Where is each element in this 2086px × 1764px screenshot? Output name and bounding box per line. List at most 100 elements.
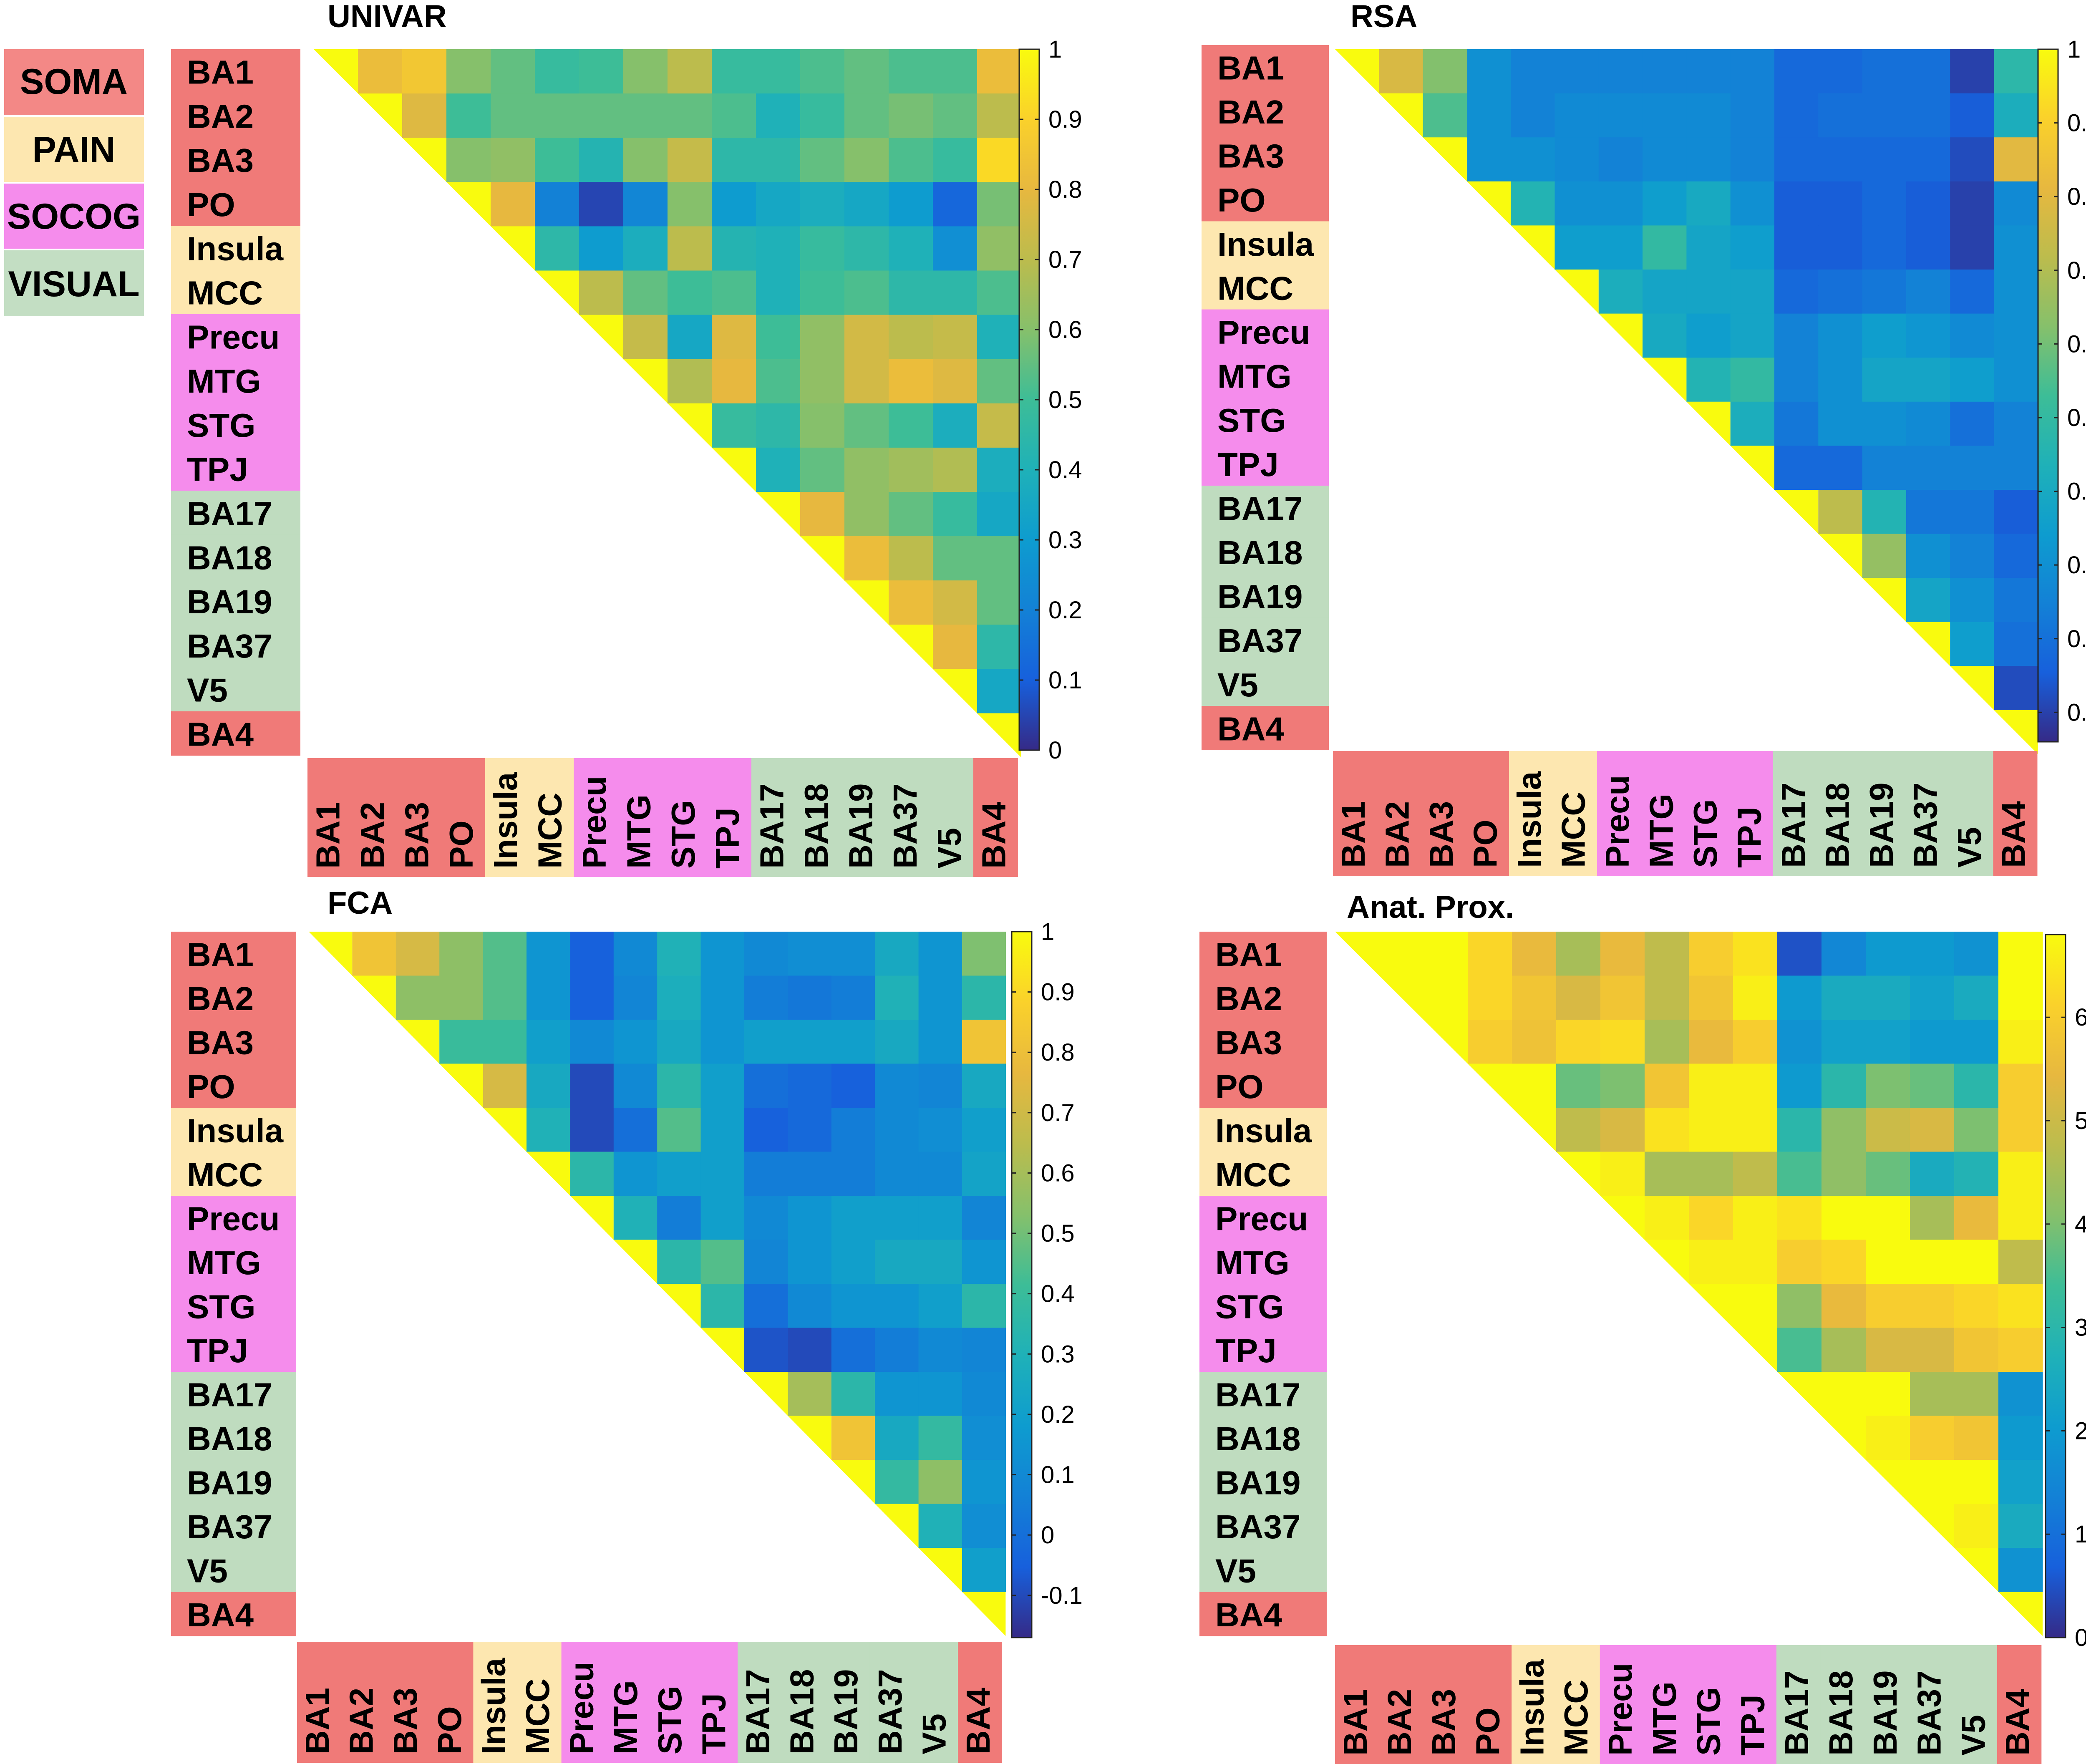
col-label-bg-po [429, 1642, 474, 1763]
cell-ba19-ba37 [889, 580, 933, 625]
col-label-precu: Precu [1599, 775, 1636, 868]
row-label-bg-ba4 [171, 711, 300, 756]
cell-tpj-ba4 [977, 447, 1022, 492]
cell-mtg-ba19 [1866, 1240, 1910, 1284]
row-label-ba1: BA1 [187, 54, 254, 91]
cell-mtg-ba18 [788, 1240, 832, 1284]
col-label-mtg: MTG [1646, 1681, 1683, 1756]
row-labels-univar: BA1 BA2 BA3 PO Insula MCC Precu MTG STG TPJ BA17 BA… [171, 49, 300, 756]
cell-ba3-v5 [1954, 1020, 1999, 1064]
col-label-ba2: BA2 [1381, 1689, 1418, 1756]
cell-precu-ba17 [744, 1196, 788, 1240]
cell-ba1-ba18 [1818, 49, 1863, 94]
cell-mcc-tpj [712, 270, 756, 315]
cell-insula-ba19 [831, 1108, 875, 1152]
cell-ba3-po [439, 1020, 484, 1064]
cell-mtg-ba4 [1994, 358, 2038, 402]
colorbar-tick-label: 0 [1041, 1522, 1054, 1549]
row-label-bg-ba19 [171, 1460, 296, 1504]
cell-po-ba18 [1821, 1063, 1866, 1108]
cell-stg-ba17 [756, 403, 801, 448]
cell-ba37-ba4 [1994, 622, 2038, 666]
row-label-bg-precu [171, 1196, 296, 1240]
cell-po-insula [1511, 181, 1555, 226]
col-label-bg-mtg [1644, 1645, 1688, 1764]
cell-ba2-stg [668, 93, 712, 138]
cell-precu-ba18 [800, 315, 845, 360]
cell-ba1-ba3 [402, 49, 447, 94]
col-label-ba18: BA18 [798, 783, 835, 869]
colorbar-tick-label: 0.5 [1041, 1220, 1075, 1247]
cell-insula-stg [668, 226, 712, 271]
cell-ba1-v5 [1954, 932, 1999, 976]
col-label-ba17: BA17 [739, 1669, 776, 1754]
cell-mcc-ba17 [756, 270, 801, 315]
cell-precu-tpj [1733, 1196, 1778, 1240]
row-label-stg: STG [187, 1288, 255, 1325]
cell-ba1-v5 [1950, 49, 1995, 94]
cell-ba4-ba4 [962, 1592, 1006, 1636]
cell-stg-ba37 [1906, 401, 1950, 446]
col-label-ba1: BA1 [1337, 1689, 1374, 1756]
col-labels-anat-prox: BA1 BA2 BA3 PO Insula MCC Precu MTG STG TPJ BA17 BA… [1335, 1645, 2042, 1764]
cell-mcc-mtg [623, 270, 668, 315]
cell-ba17-ba18 [1821, 1372, 1866, 1416]
cell-insula-precu [570, 1108, 614, 1152]
cell-precu-ba19 [1866, 1196, 1910, 1240]
cell-insula-v5 [918, 1108, 962, 1152]
panel-rsa: RSA BA1BA2BA3POInsulaMCCPrecuMTGSTGTPJBA… [1202, 0, 2086, 876]
cell-ba3-po [1466, 137, 1511, 182]
col-label-ba4: BA4 [975, 801, 1013, 869]
cell-ba17-ba19 [831, 1372, 875, 1416]
cell-ba18-ba18 [788, 1416, 831, 1460]
cell-ba4-ba4 [977, 713, 1021, 758]
col-label-ba19: BA19 [1867, 1670, 1904, 1756]
col-label-bg-ba19 [826, 1642, 870, 1763]
row-label-insula: Insula [187, 230, 284, 267]
cell-mtg-ba19 [844, 359, 889, 404]
row-label-bg-insula [1202, 221, 1329, 266]
cell-ba3-v5 [933, 138, 977, 182]
row-label-bg-mtg [171, 1240, 296, 1284]
row-label-bg-ba4 [1202, 706, 1329, 751]
col-label-ba18: BA18 [1822, 1670, 1859, 1756]
cell-ba2-ba3 [396, 975, 440, 1020]
cell-stg-ba37 [875, 1284, 919, 1328]
cell-ba3-tpj [700, 1020, 745, 1064]
row-label-bg-ba1 [1202, 45, 1329, 90]
cell-ba1-ba2 [1379, 932, 1424, 976]
row-label-insula: Insula [1215, 1112, 1312, 1149]
cell-ba2-ba4 [1998, 975, 2043, 1020]
col-label-bg-precu [574, 758, 619, 877]
cell-insula-ba18 [788, 1108, 832, 1152]
col-label-bg-insula [473, 1642, 518, 1763]
cell-ba1-ba1 [1335, 49, 1379, 93]
cell-mcc-ba4 [977, 270, 1022, 315]
cell-ba1-po [1466, 49, 1511, 94]
row-label-ba18: BA18 [1215, 1420, 1301, 1457]
cell-ba3-stg [668, 138, 712, 182]
cell-ba3-tpj [1733, 1020, 1778, 1064]
row-label-ba19: BA19 [187, 583, 272, 620]
cell-ba1-ba3 [1423, 49, 1467, 94]
col-label-bg-ba37 [869, 1642, 914, 1763]
cell-ba1-ba18 [1821, 932, 1866, 976]
cell-ba2-precu [1600, 975, 1645, 1020]
row-label-bg-mcc [171, 1152, 296, 1196]
col-label-ba18: BA18 [784, 1669, 821, 1754]
col-label-bg-ba3 [396, 758, 441, 877]
cell-ba2-ba3 [1423, 975, 1468, 1020]
row-label-ba1: BA1 [187, 936, 254, 973]
cell-v5-v5 [933, 669, 977, 713]
colorbar-gradient [2045, 934, 2066, 1638]
cell-insula-v5 [933, 226, 977, 271]
col-label-bg-tpj [693, 1642, 738, 1763]
col-label-bg-ba17 [751, 758, 796, 877]
col-label-bg-tpj [1732, 1645, 1777, 1764]
colorbar-gradient [1011, 931, 1033, 1638]
cell-ba19-ba4 [977, 580, 1022, 625]
cell-ba18-v5 [918, 1416, 962, 1460]
cell-insula-tpj [1730, 225, 1775, 270]
col-label-bg-v5 [1953, 1645, 1998, 1764]
